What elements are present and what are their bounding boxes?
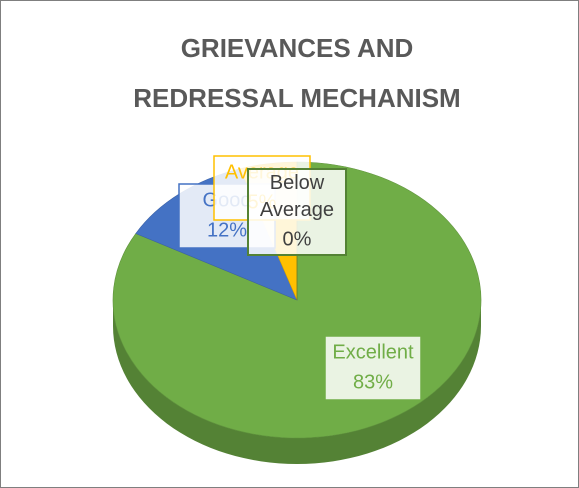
data-label-value: 12% <box>207 219 247 241</box>
data-label-box <box>247 168 347 256</box>
data-label-category: Below Average <box>260 172 334 221</box>
pie-side <box>113 300 481 464</box>
chart-title: GRIEVANCES AND REDRESSAL MECHANISM <box>133 33 460 113</box>
data-label-category: Excellent <box>332 341 414 363</box>
data-label-box <box>324 335 422 401</box>
data-label-value: 83% <box>353 371 393 393</box>
data-label-value: 0% <box>283 228 312 250</box>
data-label: Below Average 0% <box>247 168 347 256</box>
data-label: Excellent 83% <box>324 335 422 401</box>
